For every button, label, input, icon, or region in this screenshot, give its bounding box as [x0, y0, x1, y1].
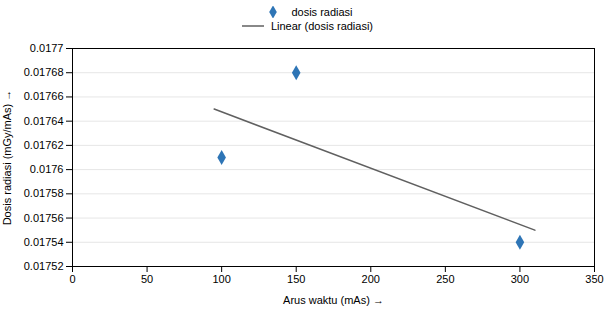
svg-text:100: 100 [212, 273, 230, 285]
html-text:dosis radiasi: dosis radiasi [291, 6, 353, 18]
svg-text:0.0176: 0.0176 [30, 163, 64, 175]
svg-text:0.01762: 0.01762 [24, 139, 64, 151]
svg-text:0.01766: 0.01766 [24, 90, 64, 102]
svg-text:0.01756: 0.01756 [24, 212, 64, 224]
svg-text:0.01754: 0.01754 [24, 236, 64, 248]
svg-text:150: 150 [287, 273, 305, 285]
svg-text:0.0177: 0.0177 [30, 42, 64, 54]
svg-text:250: 250 [436, 273, 454, 285]
svg-text:50: 50 [141, 273, 153, 285]
svg-text:0.01758: 0.01758 [24, 187, 64, 199]
svg-text:300: 300 [511, 273, 529, 285]
svg-text:200: 200 [362, 273, 380, 285]
svg-text:0.01764: 0.01764 [24, 115, 64, 127]
svg-text:Arus waktu (mAs) →: Arus waktu (mAs) → [283, 294, 384, 306]
svg-text:0.01752: 0.01752 [24, 260, 64, 272]
svg-text:0: 0 [69, 273, 75, 285]
svg-text:350: 350 [585, 273, 603, 285]
svg-text:Dosis radiasi (mGy/mAs) →: Dosis radiasi (mGy/mAs) → [1, 90, 13, 226]
svg-text:0.01768: 0.01768 [24, 66, 64, 78]
html-text:Linear (dosis radiasi): Linear (dosis radiasi) [270, 20, 373, 32]
